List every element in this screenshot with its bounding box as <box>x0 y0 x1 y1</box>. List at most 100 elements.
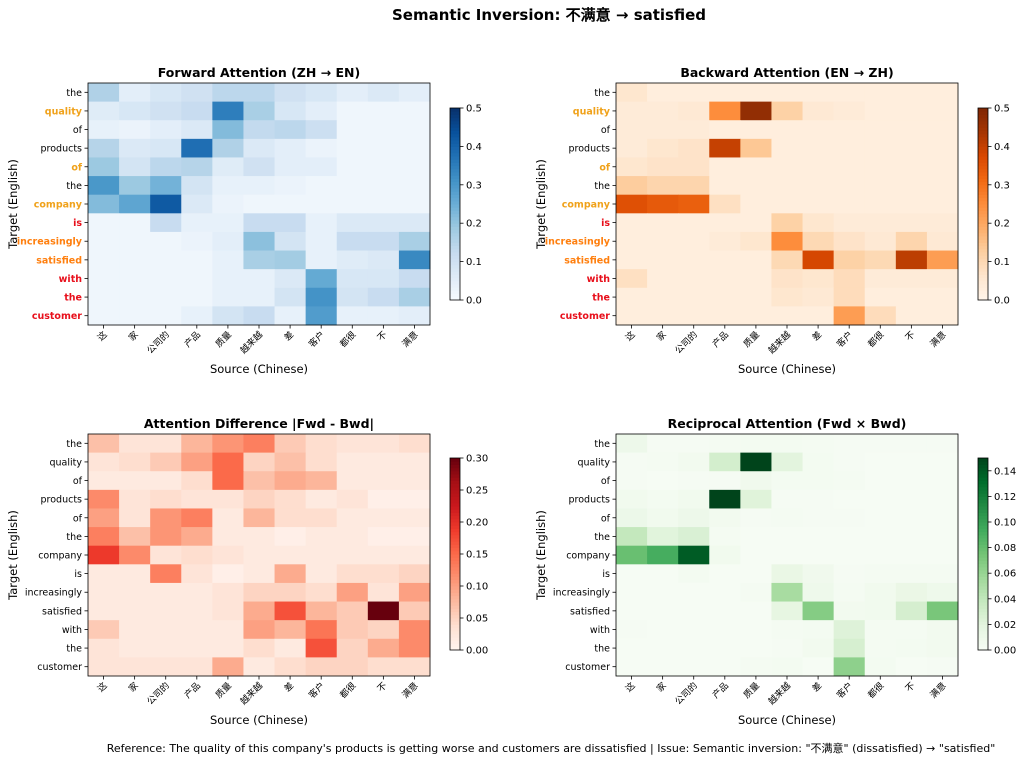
colorbar-tick-label: 0.5 <box>466 104 482 115</box>
heatmap-cell <box>926 269 959 289</box>
y-tick-label: the <box>66 88 82 99</box>
colorbar-step <box>450 621 460 625</box>
heatmap-cell <box>305 564 338 584</box>
heatmap-cell <box>243 101 275 121</box>
heatmap-cell <box>833 489 866 509</box>
heatmap-cell <box>864 527 897 547</box>
heatmap-cell <box>833 545 866 565</box>
colorbar-step <box>978 618 988 622</box>
heatmap-cell <box>740 489 772 509</box>
heatmap-cell <box>150 508 182 528</box>
heatmap-cell <box>771 231 803 251</box>
x-tick-label: 公司的 <box>672 680 700 708</box>
colorbar-step <box>978 579 988 584</box>
heatmap-cell <box>678 101 710 121</box>
heatmap-cell <box>119 250 151 270</box>
heatmap-cell <box>678 231 710 251</box>
heatmap-cell <box>926 287 959 307</box>
heatmap-cell <box>119 231 151 251</box>
heatmap-cell <box>926 194 959 214</box>
heatmap-cell <box>895 434 928 454</box>
heatmap-cell <box>802 213 835 233</box>
heatmap-cell <box>709 269 741 289</box>
heatmap-cell <box>740 269 772 289</box>
heatmap-cell <box>616 601 648 621</box>
colorbar-step <box>450 598 460 603</box>
colorbar-step <box>978 239 988 243</box>
colorbar-step <box>978 149 988 154</box>
heatmap-cell <box>367 231 400 251</box>
colorbar-tick-label: 0.4 <box>466 142 482 153</box>
heatmap-cell <box>802 545 835 565</box>
heatmap-cell <box>88 213 120 233</box>
heatmap-cell <box>802 582 835 602</box>
heatmap-cell <box>926 250 959 270</box>
heatmap-cell <box>367 657 400 677</box>
colorbar-tick-label: 0.00 <box>994 646 1016 657</box>
y-tick-label: company <box>566 551 610 562</box>
colorbar-step <box>978 467 988 472</box>
heatmap-cell <box>709 138 741 158</box>
heatmap-cell <box>926 471 959 491</box>
heatmap-cell <box>367 101 400 121</box>
colorbar-step <box>450 268 460 272</box>
heatmap-cell <box>833 231 866 251</box>
colorbar-step <box>978 458 988 462</box>
heatmap-cell <box>305 83 338 103</box>
heatmap-cell <box>709 194 741 214</box>
heatmap-cell <box>243 120 275 140</box>
colorbar-step <box>450 496 460 501</box>
colorbar-step <box>978 216 988 221</box>
heatmap-cell <box>895 120 928 140</box>
heatmap-cell <box>367 83 400 103</box>
colorbar-step <box>978 159 988 163</box>
heatmap-cell <box>740 287 772 307</box>
colorbar-tick-label: 0.00 <box>466 646 488 657</box>
colorbar-step <box>450 261 460 266</box>
heatmap-cell <box>926 657 959 677</box>
heatmap-cell <box>181 657 213 677</box>
y-tick-label: customer <box>565 662 610 673</box>
heatmap-cell <box>181 83 213 103</box>
heatmap-cell <box>709 306 741 326</box>
colorbar-step <box>450 592 460 597</box>
colorbar-step <box>978 162 988 167</box>
heatmap-cell <box>212 638 244 658</box>
colorbar-step <box>978 152 988 157</box>
heatmap-cell <box>895 620 928 640</box>
colorbar-step <box>978 470 988 475</box>
heatmap-cell <box>616 231 648 251</box>
heatmap-cell <box>88 582 120 602</box>
heatmap-cell <box>243 287 275 307</box>
heatmap-cell <box>895 545 928 565</box>
heatmap-cell <box>802 508 835 528</box>
colorbar-step <box>450 589 460 593</box>
heatmap-cell <box>647 213 679 233</box>
heatmap-cell <box>833 120 866 140</box>
y-tick-label: products <box>41 495 83 506</box>
colorbar-step <box>450 172 460 176</box>
colorbar-step <box>450 252 460 256</box>
heatmap-cell <box>336 287 369 307</box>
colorbar-step <box>450 274 460 279</box>
heatmap-panel-2: Backward Attention (EN → ZH) the quality of… <box>534 65 1010 376</box>
heatmap-cell <box>398 452 431 472</box>
heatmap-cell <box>926 213 959 233</box>
y-tick-label: is <box>74 569 82 580</box>
heatmap-cell <box>243 194 275 214</box>
colorbar-step <box>978 582 988 587</box>
panel-title: Forward Attention (ZH → EN) <box>158 65 360 80</box>
y-tick-label: with <box>590 625 610 636</box>
y-tick-label: quality <box>578 457 611 468</box>
y-tick-label: satisfied <box>564 255 610 266</box>
heatmap-cell <box>336 620 369 640</box>
colorbar-tick-label: 0.1 <box>994 257 1010 268</box>
colorbar-step <box>978 252 988 256</box>
heatmap-cell <box>864 194 897 214</box>
colorbar-step <box>978 592 988 597</box>
y-tick-label: with <box>587 274 611 285</box>
colorbar-step <box>450 502 460 507</box>
heatmap-cell <box>616 471 648 491</box>
colorbar-step <box>450 528 460 533</box>
heatmap-cell <box>305 582 338 602</box>
